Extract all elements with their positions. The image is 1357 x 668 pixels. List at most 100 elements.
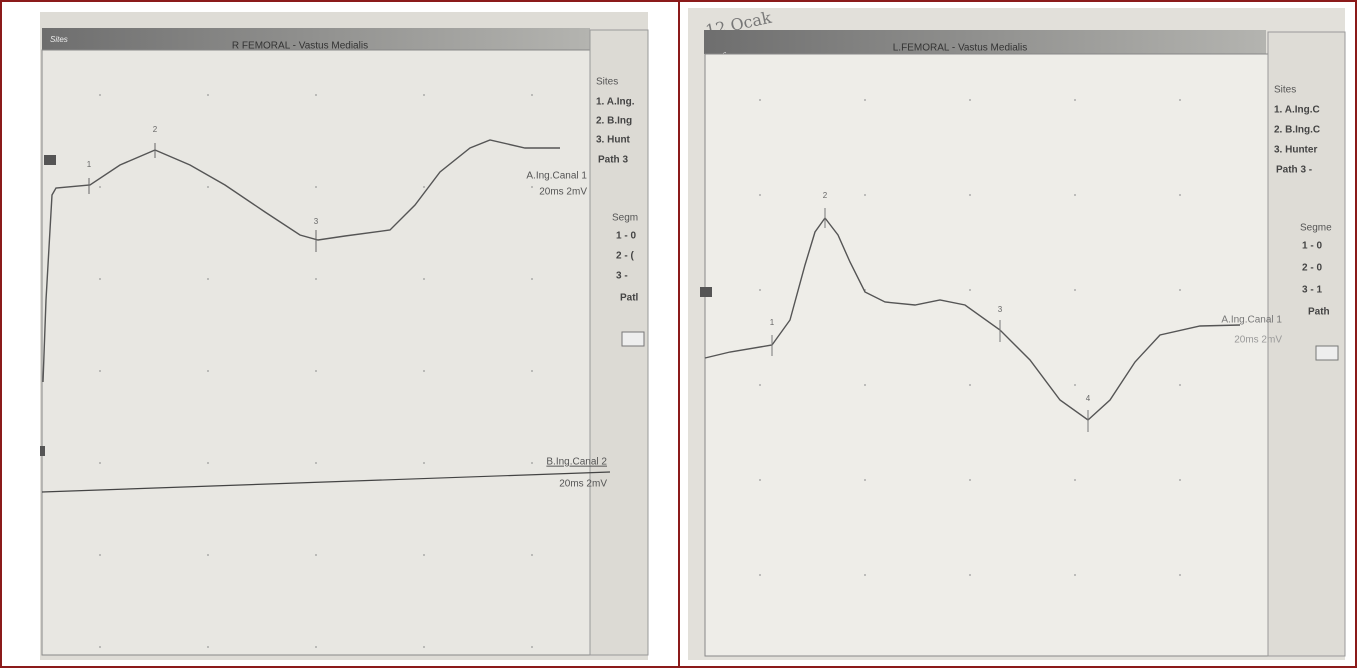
grid-dot — [864, 574, 866, 576]
grid-dot — [99, 462, 101, 464]
grid-dot — [759, 99, 761, 101]
grid-dot — [864, 384, 866, 386]
grid-dot — [99, 186, 101, 188]
grid-dot — [531, 94, 533, 96]
site: 2. B.Ing — [596, 116, 632, 127]
grid-dot — [423, 278, 425, 280]
grid-dot — [969, 99, 971, 101]
screenshot: Sites R FEMORAL - Vastus Medialis Sites … — [0, 0, 1357, 668]
segment: 1 - 0 — [1302, 241, 1322, 252]
grid-dot — [759, 384, 761, 386]
grid-dot — [1179, 384, 1181, 386]
grid-dot — [864, 194, 866, 196]
marker-label: 3 — [314, 217, 319, 226]
grid-dot — [423, 462, 425, 464]
grid-dot — [1179, 289, 1181, 291]
site: Path 3 - — [1276, 165, 1312, 176]
grid-dot — [759, 289, 761, 291]
site: 2. B.Ing.C — [1274, 125, 1320, 136]
grid-dot — [315, 278, 317, 280]
trace-label: B.Ing.Canal 2 — [546, 457, 607, 468]
grid-dot — [315, 554, 317, 556]
grid-dot — [1179, 194, 1181, 196]
grid-dot — [207, 186, 209, 188]
grid-dot — [759, 574, 761, 576]
marker-label: 1 — [87, 160, 92, 169]
grid-dot — [531, 462, 533, 464]
trace-scale: 20ms 2mV — [1234, 335, 1282, 346]
channel-marker — [40, 446, 45, 456]
grid-dot — [969, 289, 971, 291]
grid-dot — [759, 479, 761, 481]
segment: 3 - — [616, 271, 628, 282]
site: Path 3 — [598, 155, 628, 166]
marker-label: 2 — [153, 125, 158, 134]
channel-marker — [44, 155, 56, 165]
grid-dot — [1074, 289, 1076, 291]
grid-dot — [99, 554, 101, 556]
plot-area — [705, 54, 1268, 656]
channel-marker — [700, 287, 712, 297]
grid-dot — [207, 462, 209, 464]
scroll-button[interactable] — [1316, 346, 1338, 360]
grid-dot — [423, 646, 425, 648]
site: 1. A.Ing. — [596, 97, 635, 108]
sites-heading: Sites — [1274, 85, 1296, 96]
grid-dot — [315, 462, 317, 464]
segment: 3 - 1 — [1302, 285, 1322, 296]
grid-dot — [207, 278, 209, 280]
grid-dot — [759, 194, 761, 196]
grid-dot — [99, 278, 101, 280]
grid-dot — [531, 186, 533, 188]
trace-label: A.Ing.Canal 1 — [526, 171, 587, 182]
grid-dot — [207, 370, 209, 372]
trace-label: A.Ing.Canal 1 — [1221, 315, 1282, 326]
grid-dot — [1074, 99, 1076, 101]
site: 3. Hunt — [596, 135, 631, 146]
segment: 2 - 0 — [1302, 263, 1322, 274]
grid-dot — [531, 554, 533, 556]
segments-heading: Segme — [1300, 223, 1332, 234]
left-panel: Sites R FEMORAL - Vastus Medialis Sites … — [40, 12, 648, 660]
window-tab: Sites — [50, 35, 68, 44]
grid-dot — [1074, 479, 1076, 481]
grid-dot — [315, 186, 317, 188]
grid-dot — [531, 370, 533, 372]
grid-dot — [207, 554, 209, 556]
segment: Path — [1308, 307, 1330, 318]
segment: 2 - ( — [616, 251, 634, 262]
right-panel: 12 Ocak Sites L.FEMORAL - Vastus Mediali… — [688, 8, 1345, 660]
grid-dot — [1074, 384, 1076, 386]
grid-dot — [1074, 194, 1076, 196]
grid-dot — [423, 370, 425, 372]
window-title: L.FEMORAL - Vastus Medialis — [893, 43, 1027, 54]
site: 3. Hunter — [1274, 145, 1317, 156]
grid-dot — [1179, 479, 1181, 481]
grid-dot — [531, 278, 533, 280]
grid-dot — [99, 370, 101, 372]
grid-dot — [315, 94, 317, 96]
scroll-button[interactable] — [622, 332, 644, 346]
grid-dot — [99, 646, 101, 648]
grid-dot — [969, 384, 971, 386]
segments-heading: Segm — [612, 213, 638, 224]
grid-dot — [423, 554, 425, 556]
grid-dot — [423, 94, 425, 96]
grid-dot — [1074, 574, 1076, 576]
grid-dot — [1179, 99, 1181, 101]
grid-dot — [864, 99, 866, 101]
grid-dot — [864, 479, 866, 481]
grid-dot — [207, 94, 209, 96]
sites-heading: Sites — [596, 77, 618, 88]
plot-area — [42, 50, 590, 655]
grid-dot — [969, 194, 971, 196]
grid-dot — [207, 646, 209, 648]
grid-dot — [99, 94, 101, 96]
segment: Patl — [620, 293, 639, 304]
grid-dot — [315, 370, 317, 372]
grid-dot — [969, 574, 971, 576]
site: 1. A.Ing.C — [1274, 105, 1320, 116]
marker-label: 4 — [1086, 394, 1091, 403]
marker-label: 3 — [998, 305, 1003, 314]
grid-dot — [969, 479, 971, 481]
